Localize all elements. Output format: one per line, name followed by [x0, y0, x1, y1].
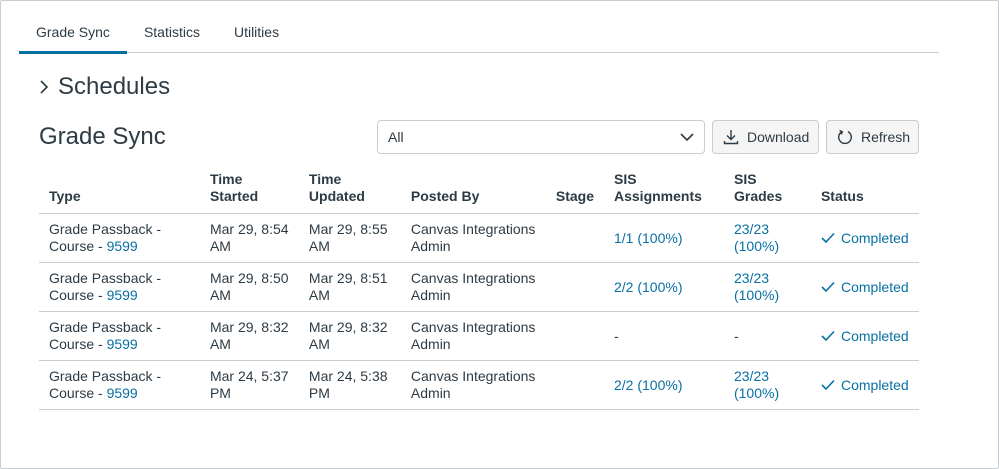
status-label: Completed: [840, 327, 909, 344]
type-text: Grade Passback - Course -: [49, 319, 162, 352]
status-completed[interactable]: Completed: [821, 279, 909, 296]
col-header-time-started[interactable]: Time Started: [199, 163, 299, 214]
sis-grades-link[interactable]: 23/23 (100%): [733, 221, 780, 254]
sis-assignments-link[interactable]: 2/2 (100%): [614, 278, 683, 295]
schedules-toggle[interactable]: Schedules: [39, 71, 170, 103]
table-row: Grade Passback - Course - 9599 Mar 24, 5…: [39, 360, 919, 410]
cell-type: Grade Passback - Course - 9599: [39, 360, 200, 410]
cell-time-started: Mar 24, 5:37 PM: [199, 360, 299, 410]
col-header-sis-grades[interactable]: SIS Grades: [723, 163, 811, 214]
col-header-sis-assignments[interactable]: SIS Assignments: [604, 163, 724, 214]
cell-posted-by: Canvas Integrations Admin: [400, 213, 546, 263]
cell-time-updated: Mar 29, 8:51 AM: [298, 262, 401, 312]
status-filter-select[interactable]: All: [377, 120, 705, 154]
schedules-title: Schedules: [58, 73, 171, 100]
cell-stage: [545, 213, 604, 263]
grade-sync-title: Grade Sync: [39, 123, 166, 150]
sis-assignments-link[interactable]: 2/2 (100%): [614, 376, 683, 393]
cell-posted-by: Canvas Integrations Admin: [400, 262, 546, 312]
refresh-icon: [837, 129, 853, 145]
chevron-right-icon: [39, 71, 53, 103]
status-label: Completed: [840, 229, 909, 246]
course-link[interactable]: 9599: [106, 336, 138, 352]
download-button[interactable]: Download: [712, 120, 819, 154]
cell-type: Grade Passback - Course - 9599: [39, 262, 200, 312]
col-header-type[interactable]: Type: [39, 163, 200, 214]
status-completed[interactable]: Completed: [821, 230, 909, 247]
course-link[interactable]: 9599: [106, 385, 138, 401]
cell-time-started: Mar 29, 8:32 AM: [199, 311, 299, 361]
cell-stage: [545, 262, 604, 312]
checkmark-icon: [821, 378, 835, 392]
sis-grades-link[interactable]: 23/23 (100%): [733, 368, 780, 401]
download-label: Download: [747, 129, 810, 145]
table-header-row: Type Time Started Time Updated Posted By…: [39, 163, 919, 214]
checkmark-icon: [821, 329, 835, 343]
download-icon: [723, 129, 739, 145]
type-text: Grade Passback - Course -: [49, 368, 162, 401]
cell-time-started: Mar 29, 8:50 AM: [199, 262, 299, 312]
cell-type: Grade Passback - Course - 9599: [39, 213, 200, 263]
status-completed[interactable]: Completed: [821, 328, 909, 345]
type-text: Grade Passback - Course -: [49, 270, 162, 303]
cell-stage: [545, 360, 604, 410]
tab-utilities[interactable]: Utilities: [233, 24, 280, 40]
chevron-down-icon: [680, 130, 694, 144]
cell-time-updated: Mar 24, 5:38 PM: [298, 360, 401, 410]
refresh-button[interactable]: Refresh: [826, 120, 919, 154]
cell-sis-grades: -: [723, 311, 811, 361]
col-header-posted-by[interactable]: Posted By: [400, 163, 546, 214]
tab-statistics[interactable]: Statistics: [143, 24, 200, 40]
col-header-time-updated[interactable]: Time Updated: [298, 163, 401, 214]
cell-time-updated: Mar 29, 8:55 AM: [298, 213, 401, 263]
type-text: Grade Passback - Course -: [49, 221, 162, 254]
checkmark-icon: [821, 231, 835, 245]
cell-stage: [545, 311, 604, 361]
sis-assignments-link[interactable]: 1/1 (100%): [614, 229, 683, 246]
refresh-label: Refresh: [861, 129, 911, 145]
status-filter-value: All: [388, 129, 404, 145]
col-header-stage[interactable]: Stage: [545, 163, 604, 214]
table-row: Grade Passback - Course - 9599 Mar 29, 8…: [39, 311, 919, 361]
cell-time-started: Mar 29, 8:54 AM: [199, 213, 299, 263]
cell-type: Grade Passback - Course - 9599: [39, 311, 200, 361]
cell-time-updated: Mar 29, 8:32 AM: [298, 311, 401, 361]
status-label: Completed: [840, 376, 909, 393]
cell-posted-by: Canvas Integrations Admin: [400, 311, 546, 361]
course-link[interactable]: 9599: [106, 238, 138, 254]
table-row: Grade Passback - Course - 9599 Mar 29, 8…: [39, 213, 919, 263]
table-row: Grade Passback - Course - 9599 Mar 29, 8…: [39, 262, 919, 312]
cell-sis-assignments: -: [604, 311, 724, 361]
status-completed[interactable]: Completed: [821, 377, 909, 394]
status-label: Completed: [840, 278, 909, 295]
sis-grades-link[interactable]: 23/23 (100%): [733, 270, 780, 303]
checkmark-icon: [821, 280, 835, 294]
col-header-status[interactable]: Status: [810, 163, 919, 214]
grade-sync-table: Type Time Started Time Updated Posted By…: [39, 163, 919, 410]
cell-posted-by: Canvas Integrations Admin: [400, 360, 546, 410]
tab-grade-sync[interactable]: Grade Sync: [19, 15, 127, 54]
course-link[interactable]: 9599: [106, 287, 138, 303]
tab-bar: Grade Sync Statistics Utilities: [19, 15, 939, 54]
